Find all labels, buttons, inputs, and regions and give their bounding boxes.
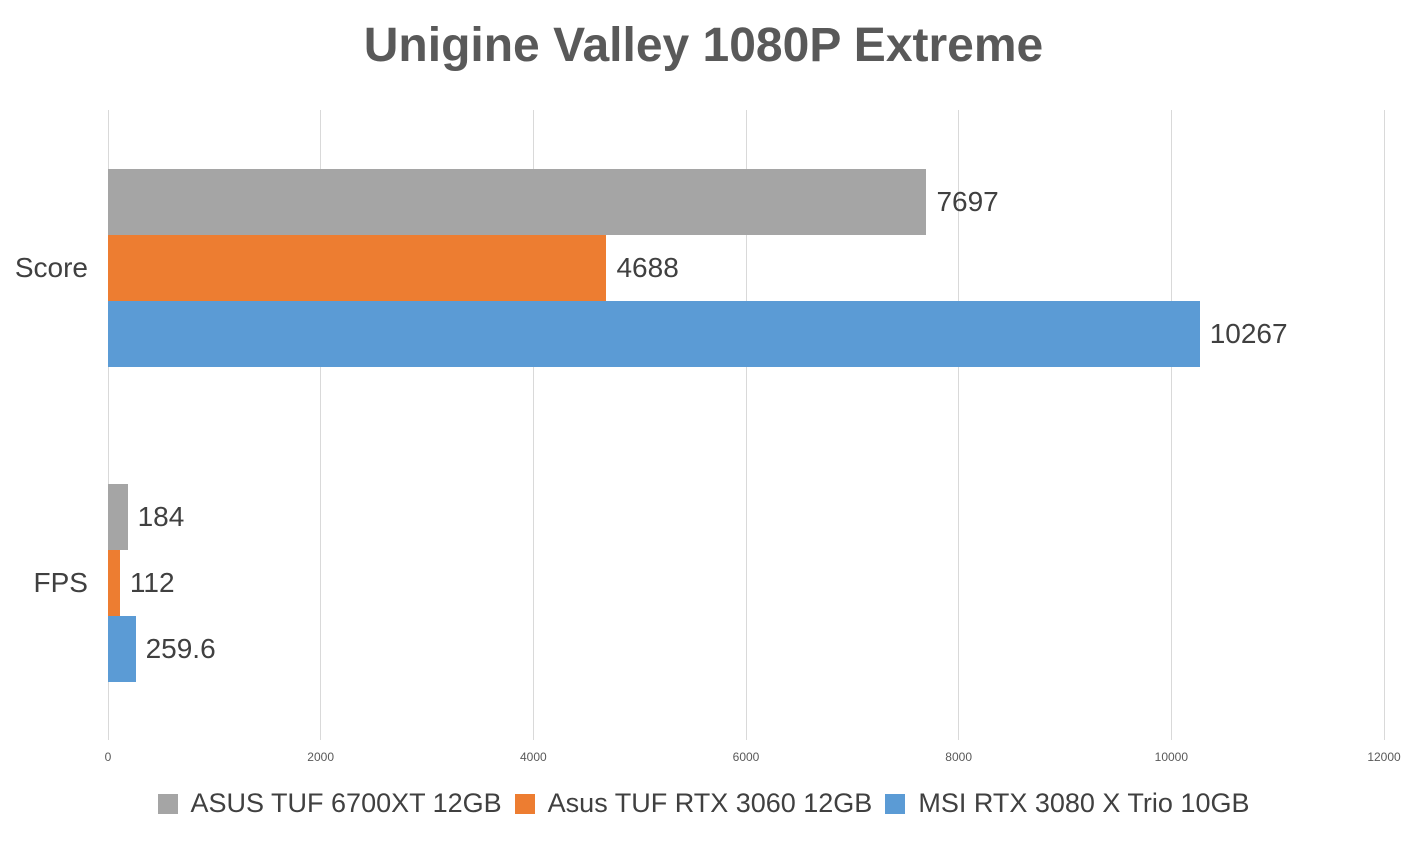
legend-swatch-icon xyxy=(514,793,535,814)
gridline xyxy=(1383,110,1385,740)
x-tick-label: 0 xyxy=(104,750,112,764)
legend-label: Asus TUF RTX 3060 12GB xyxy=(547,788,873,818)
legend-label: ASUS TUF 6700XT 12GB xyxy=(190,788,502,818)
x-tick-label: 12000 xyxy=(1367,750,1401,764)
legend-item: MSI RTX 3080 X Trio 10GB xyxy=(885,788,1249,819)
data-label: 259.6 xyxy=(145,632,216,664)
legend-label: MSI RTX 3080 X Trio 10GB xyxy=(918,788,1250,818)
gridline xyxy=(958,110,960,740)
chart-title: Unigine Valley 1080P Extreme xyxy=(363,19,1044,72)
bar-score-series-2 xyxy=(108,234,607,301)
bar-score-series-1 xyxy=(108,168,927,235)
x-tick-label: 6000 xyxy=(732,750,760,764)
gridline xyxy=(1170,110,1172,740)
legend-item: Asus TUF RTX 3060 12GB xyxy=(514,788,873,819)
bar-score-series-3 xyxy=(108,300,1200,367)
bar-fps-series-3 xyxy=(108,615,136,682)
legend-item: ASUS TUF 6700XT 12GB xyxy=(157,788,502,819)
data-label: 10267 xyxy=(1209,317,1288,349)
bar-fps-series-2 xyxy=(108,549,120,616)
data-label: 184 xyxy=(137,500,185,532)
bar-fps-series-1 xyxy=(108,483,128,550)
x-tick-label: 2000 xyxy=(307,750,335,764)
x-tick-label: 10000 xyxy=(1154,750,1189,764)
legend: ASUS TUF 6700XT 12GB Asus TUF RTX 3060 12… xyxy=(0,788,1407,819)
category-label-fps: FPS xyxy=(33,566,88,598)
x-tick-label: 8000 xyxy=(945,750,973,764)
legend-swatch-icon xyxy=(885,793,906,814)
legend-swatch-icon xyxy=(157,793,178,814)
gridline xyxy=(532,110,534,740)
x-tick-label: 4000 xyxy=(519,750,547,764)
data-label: 4688 xyxy=(616,251,679,283)
gridline xyxy=(320,110,322,740)
gridline xyxy=(745,110,747,740)
category-label-score: Score xyxy=(14,251,88,283)
data-label: 7697 xyxy=(936,185,999,217)
plot-area: 7697 4688 10267 184 112 259.6 xyxy=(107,110,1385,740)
gridline xyxy=(107,110,109,740)
data-label: 112 xyxy=(129,566,175,598)
